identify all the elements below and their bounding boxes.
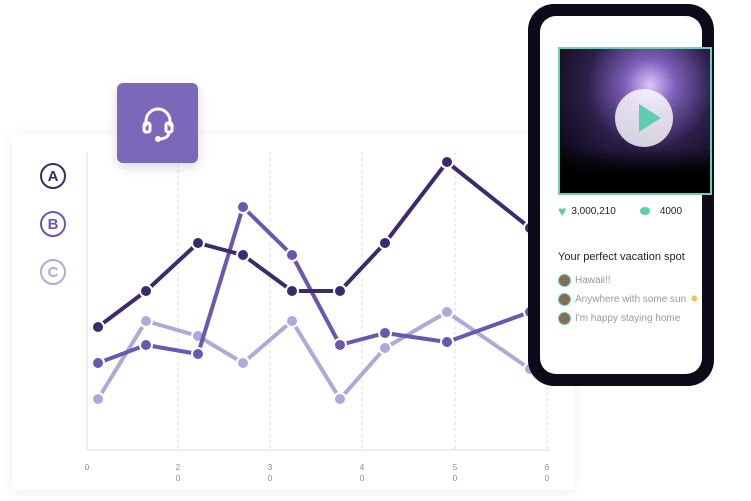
x-tick-label: 60 bbox=[544, 463, 550, 483]
data-point-c[interactable] bbox=[236, 356, 250, 370]
data-point-b[interactable] bbox=[440, 335, 454, 349]
x-tick-label: 30 bbox=[267, 463, 273, 483]
comment-icon[interactable] bbox=[639, 207, 650, 215]
video-thumbnail[interactable] bbox=[558, 47, 712, 195]
series-line-b bbox=[97, 205, 531, 365]
data-point-a[interactable] bbox=[236, 248, 250, 262]
avatar bbox=[558, 312, 571, 325]
data-point-a[interactable] bbox=[191, 236, 205, 250]
data-point-b[interactable] bbox=[285, 248, 299, 262]
heart-icon[interactable]: ♥ bbox=[558, 203, 567, 219]
data-point-c[interactable] bbox=[333, 392, 347, 406]
headset-tile bbox=[117, 83, 198, 163]
chart-card bbox=[12, 134, 574, 490]
data-point-b[interactable] bbox=[139, 338, 153, 352]
data-point-c[interactable] bbox=[440, 305, 454, 319]
x-tick-label: 50 bbox=[452, 463, 458, 483]
likes-count: 3,000,210 bbox=[571, 205, 616, 217]
comments-count: 4000 bbox=[659, 205, 683, 217]
post-stats: ♥ 3,000,210 4000 bbox=[558, 203, 682, 219]
legend-badge-c: C bbox=[40, 259, 66, 285]
data-point-a[interactable] bbox=[440, 155, 454, 169]
poll-option[interactable]: I'm happy staying home bbox=[558, 312, 680, 325]
data-point-b[interactable] bbox=[191, 347, 205, 361]
poll-option[interactable]: Anywhere with some sun ✹ bbox=[558, 293, 699, 306]
data-point-c[interactable] bbox=[378, 341, 392, 355]
data-point-c[interactable] bbox=[91, 392, 105, 406]
x-tick-label: 0 bbox=[84, 463, 90, 472]
data-point-a[interactable] bbox=[285, 284, 299, 298]
legend-badge-b: B bbox=[40, 211, 66, 237]
headset-icon bbox=[142, 107, 173, 142]
series-line-a bbox=[96, 160, 532, 329]
data-point-c[interactable] bbox=[139, 314, 153, 328]
data-point-a[interactable] bbox=[139, 284, 153, 298]
x-tick-label: 20 bbox=[175, 463, 181, 483]
data-point-b[interactable] bbox=[236, 200, 250, 214]
poll-option[interactable]: Hawaii!! bbox=[558, 274, 611, 287]
data-point-a[interactable] bbox=[333, 284, 347, 298]
data-point-a[interactable] bbox=[378, 236, 392, 250]
series-line-c bbox=[96, 310, 532, 401]
sun-icon: ✹ bbox=[690, 294, 699, 305]
x-tick-label: 40 bbox=[359, 463, 365, 483]
play-icon[interactable] bbox=[615, 89, 673, 147]
legend-badge-a: A bbox=[40, 163, 66, 189]
data-point-b[interactable] bbox=[378, 326, 392, 340]
data-point-c[interactable] bbox=[285, 314, 299, 328]
poll-title: Your perfect vacation spot bbox=[558, 251, 685, 263]
data-point-b[interactable] bbox=[91, 356, 105, 370]
data-point-a[interactable] bbox=[91, 320, 105, 334]
avatar bbox=[558, 274, 571, 287]
data-point-b[interactable] bbox=[333, 338, 347, 352]
avatar bbox=[558, 293, 571, 306]
